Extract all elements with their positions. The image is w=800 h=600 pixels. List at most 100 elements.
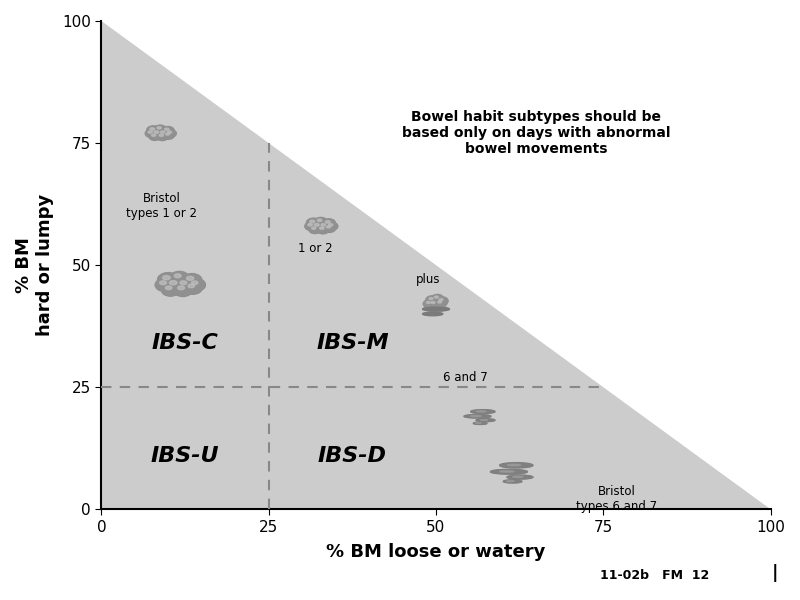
Text: Bristol
types 1 or 2: Bristol types 1 or 2 [126,192,197,220]
Ellipse shape [158,273,178,287]
Ellipse shape [170,272,189,284]
Ellipse shape [174,274,181,278]
Ellipse shape [422,307,450,311]
Y-axis label: % BM
hard or lumpy: % BM hard or lumpy [15,194,54,336]
Ellipse shape [305,222,318,230]
Ellipse shape [168,131,172,133]
Text: Bristol
types 6 and 7: Bristol types 6 and 7 [576,485,658,513]
Ellipse shape [503,480,522,483]
Ellipse shape [426,296,438,304]
Ellipse shape [162,284,179,296]
Ellipse shape [317,226,329,234]
Ellipse shape [176,279,194,292]
Ellipse shape [148,131,152,133]
Ellipse shape [476,423,482,424]
Ellipse shape [165,278,186,292]
Ellipse shape [162,127,174,135]
Ellipse shape [317,225,329,233]
Ellipse shape [305,222,318,230]
Ellipse shape [507,475,533,479]
Ellipse shape [329,224,333,226]
Ellipse shape [154,131,158,133]
Ellipse shape [176,278,194,291]
Ellipse shape [151,129,164,137]
Text: plus: plus [416,273,441,286]
Ellipse shape [480,419,488,421]
Ellipse shape [170,281,177,285]
Ellipse shape [163,131,174,139]
Ellipse shape [309,226,321,233]
Ellipse shape [434,299,446,307]
Ellipse shape [308,224,312,226]
Text: Bowel habit subtypes should be
based only on days with abnormal
bowel movements: Bowel habit subtypes should be based onl… [402,110,670,157]
Text: IBS-M: IBS-M [316,333,389,353]
Ellipse shape [158,130,170,137]
Ellipse shape [439,299,443,301]
Ellipse shape [147,126,160,135]
Ellipse shape [311,221,325,230]
Ellipse shape [326,223,338,230]
Ellipse shape [474,422,487,424]
Ellipse shape [306,218,320,227]
Ellipse shape [174,284,192,296]
Ellipse shape [311,227,316,229]
Ellipse shape [146,130,157,137]
Ellipse shape [157,133,168,140]
Ellipse shape [152,134,156,136]
Ellipse shape [503,480,522,483]
Ellipse shape [428,300,440,308]
Ellipse shape [506,481,514,482]
Ellipse shape [423,300,435,308]
Ellipse shape [423,300,435,308]
Ellipse shape [434,296,438,298]
Ellipse shape [155,278,174,291]
Ellipse shape [464,415,491,418]
Ellipse shape [422,307,450,311]
Ellipse shape [319,227,324,229]
Ellipse shape [166,286,172,290]
Ellipse shape [428,300,440,308]
Ellipse shape [188,284,194,288]
Ellipse shape [182,274,202,287]
Ellipse shape [186,277,194,280]
Ellipse shape [191,281,198,284]
Ellipse shape [499,471,514,472]
Ellipse shape [174,283,192,296]
Ellipse shape [490,470,527,474]
Ellipse shape [165,130,176,137]
Ellipse shape [438,301,442,303]
Ellipse shape [310,220,314,223]
Ellipse shape [422,313,442,316]
Ellipse shape [326,226,330,228]
Ellipse shape [470,410,495,413]
Ellipse shape [318,219,322,221]
Ellipse shape [178,286,185,290]
Ellipse shape [147,126,160,134]
Ellipse shape [326,221,330,223]
Ellipse shape [159,281,166,284]
Ellipse shape [154,125,166,133]
X-axis label: % BM loose or watery: % BM loose or watery [326,543,546,561]
Ellipse shape [157,133,168,140]
Ellipse shape [326,222,338,230]
Ellipse shape [314,218,327,226]
Ellipse shape [165,130,176,137]
Ellipse shape [184,283,202,294]
Ellipse shape [324,224,335,232]
Ellipse shape [470,410,495,413]
Ellipse shape [150,128,154,130]
Ellipse shape [476,419,495,422]
Ellipse shape [158,272,178,287]
Ellipse shape [490,469,527,474]
Ellipse shape [157,127,162,129]
Text: IBS-U: IBS-U [150,446,219,466]
Ellipse shape [187,279,206,290]
Ellipse shape [476,419,495,421]
Ellipse shape [436,297,448,305]
Text: 1 or 2: 1 or 2 [298,242,333,256]
Ellipse shape [149,133,160,140]
Ellipse shape [322,219,335,228]
Text: 6 and 7: 6 and 7 [442,371,487,384]
Ellipse shape [507,464,521,466]
Ellipse shape [166,133,170,135]
